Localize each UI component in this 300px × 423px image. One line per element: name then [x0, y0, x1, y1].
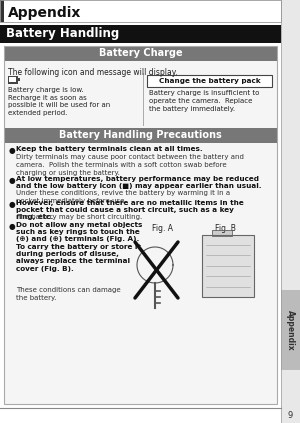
Bar: [202, 235, 254, 297]
Bar: [212, 230, 232, 236]
Text: Appendix: Appendix: [286, 310, 295, 350]
Bar: [0, 25, 281, 43]
Text: ●: ●: [9, 200, 16, 209]
Bar: [212, 230, 232, 236]
Bar: [0, 0, 281, 22]
Text: 9: 9: [287, 410, 292, 420]
Text: However, ensure that there are no metallic items in the
pocket that could cause : However, ensure that there are no metall…: [16, 200, 244, 220]
Bar: [202, 235, 254, 297]
Text: The battery may be short circuiting.: The battery may be short circuiting.: [16, 214, 142, 220]
Text: Fig. A: Fig. A: [152, 224, 173, 233]
Text: The following icon and message will display.: The following icon and message will disp…: [8, 68, 178, 77]
Text: ●: ●: [9, 176, 16, 185]
Text: Battery Handling Precautions: Battery Handling Precautions: [59, 131, 222, 140]
Bar: [4, 128, 277, 143]
Bar: [147, 75, 272, 87]
Text: Dirty terminals may cause poor contact between the battery and
camera.  Polish t: Dirty terminals may cause poor contact b…: [16, 154, 244, 176]
Text: ●: ●: [9, 146, 16, 155]
Text: Appendix: Appendix: [8, 6, 81, 20]
Text: At low temperatures, battery performance may be reduced
and the low battery icon: At low temperatures, battery performance…: [16, 176, 262, 189]
Bar: [8, 76, 18, 84]
Bar: [281, 290, 300, 370]
Bar: [4, 46, 277, 404]
Text: Under these conditions, revive the battery by warming it in a
pocket immediately: Under these conditions, revive the batte…: [16, 190, 230, 204]
Text: Do not allow any metal objects
such as key rings to touch the
(⊕) and (⊕) termin: Do not allow any metal objects such as k…: [16, 222, 142, 272]
Bar: [281, 0, 300, 423]
Text: Fig. B: Fig. B: [214, 224, 236, 233]
Text: Keep the battery terminals clean at all times.: Keep the battery terminals clean at all …: [16, 146, 202, 152]
Text: ●: ●: [9, 222, 16, 231]
Bar: [0, 0, 281, 22]
Bar: [4, 46, 277, 61]
Text: These conditions can damage
the battery.: These conditions can damage the battery.: [16, 287, 121, 301]
Text: Battery charge is insufficient to
operate the camera.  Replace
the battery immed: Battery charge is insufficient to operat…: [149, 90, 260, 112]
Bar: [4, 46, 277, 404]
Text: Battery charge is low.
Recharge it as soon as
possible it will be used for an
ex: Battery charge is low. Recharge it as so…: [8, 87, 110, 116]
Text: Battery Charge: Battery Charge: [99, 49, 182, 58]
Bar: [18, 79, 20, 82]
Bar: [9, 77, 16, 82]
Text: Battery Handling: Battery Handling: [6, 27, 119, 41]
Bar: [0, 0, 4, 22]
Text: Change the battery pack: Change the battery pack: [159, 78, 260, 84]
